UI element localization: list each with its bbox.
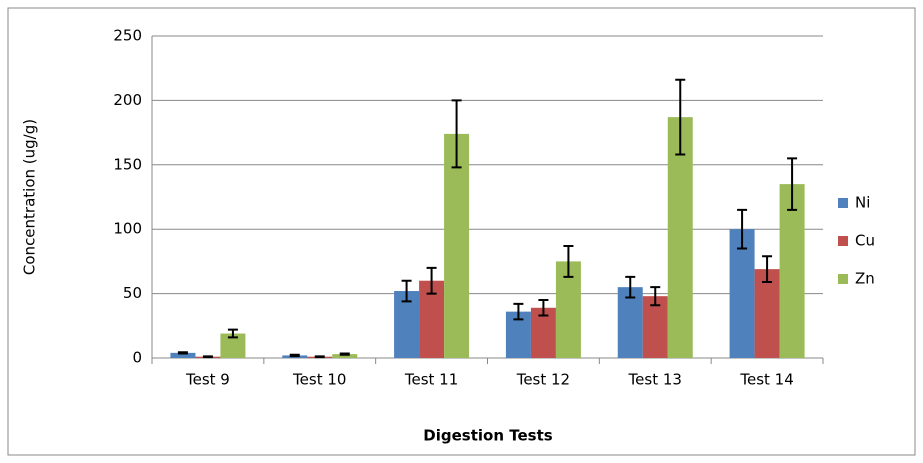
error-bar [339,352,350,356]
bar [170,352,196,358]
bar [667,117,693,358]
x-tick-label: Test 10 [292,371,346,389]
error-bar [563,244,574,278]
error-bar [675,78,686,156]
x-tick-label: Test 9 [185,371,230,389]
error-bar [538,299,549,317]
x-tick-label: Test 13 [628,371,682,389]
error-bar [227,328,238,339]
bar [779,184,805,358]
y-tick-label: 250 [113,27,142,45]
legend-swatch [838,274,848,284]
bar [332,354,358,358]
bar [642,296,668,358]
error-bar [625,275,636,299]
x-tick-label: Test 11 [404,371,458,389]
bar [444,133,470,358]
error-bar [401,279,412,303]
legend-swatch [838,236,848,246]
x-axis-label: Digestion Tests [423,427,552,445]
y-tick-label: 100 [113,220,142,238]
y-tick-label: 50 [123,284,142,302]
error-bar [289,353,300,358]
error-bar [314,355,325,359]
y-tick-label: 150 [113,155,142,173]
x-tick-label: Test 14 [739,371,793,389]
error-bar [762,255,773,284]
legend-label: Cu [855,232,875,250]
error-bar [787,157,798,211]
error-bar [451,99,462,169]
bar [729,229,755,358]
legend-swatch [838,198,848,208]
bar [617,287,643,358]
error-bar [737,208,748,250]
bar [754,269,780,358]
error-bar [650,286,661,307]
error-bar [513,302,524,321]
x-tick-label: Test 12 [516,371,570,389]
error-bar [426,266,437,295]
legend-label: Ni [855,194,870,212]
y-tick-label: 200 [113,91,142,109]
error-bar [177,351,188,355]
legend-label: Zn [855,270,875,288]
y-axis-label: Concentration (ug/g) [21,119,39,275]
y-tick-label: 0 [132,349,142,367]
error-bar [202,355,213,359]
